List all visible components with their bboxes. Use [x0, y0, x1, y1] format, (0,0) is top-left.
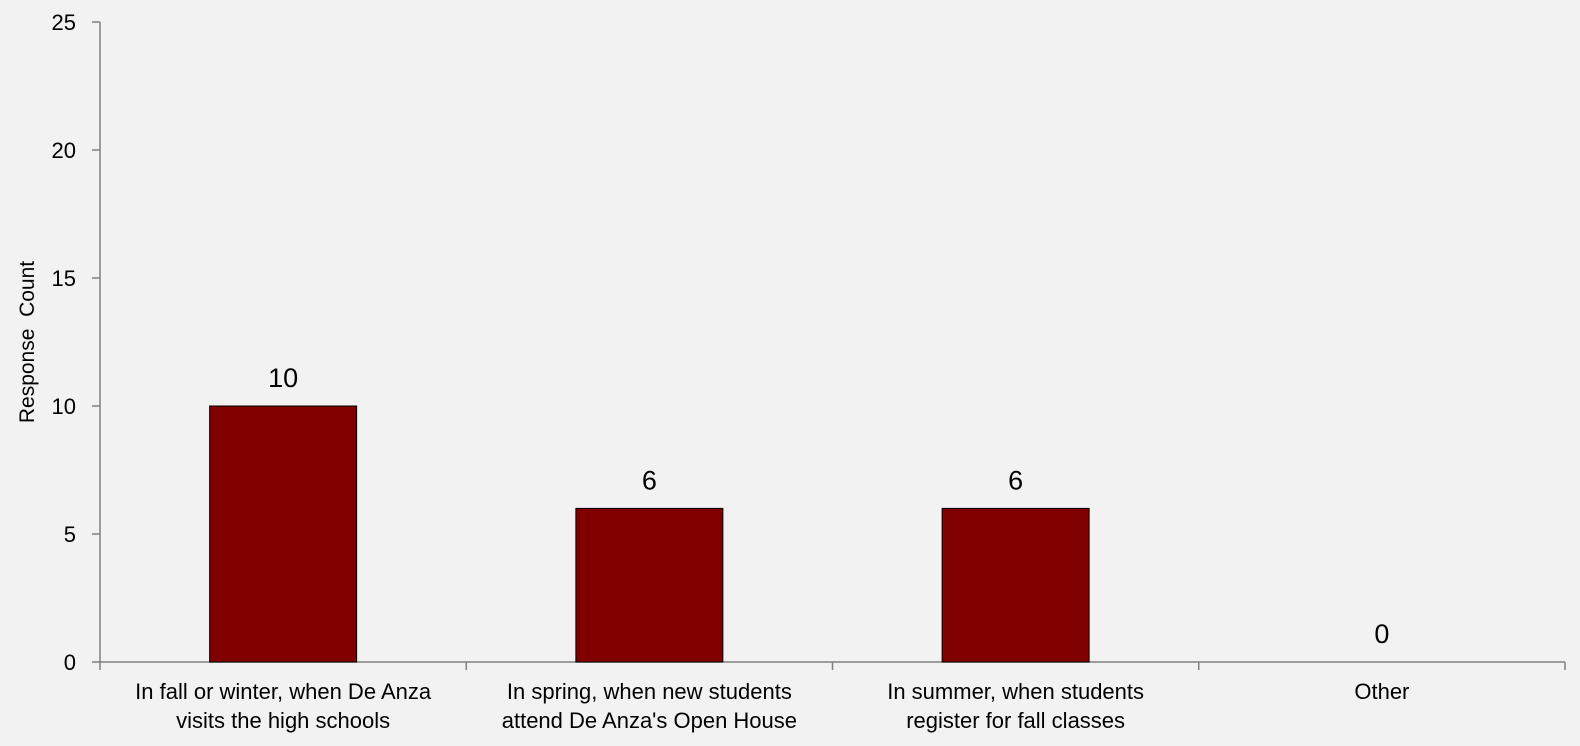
x-category-label: Other [1354, 679, 1409, 704]
y-tick-label: 25 [52, 10, 76, 35]
x-category-label: In fall or winter, when De Anza visits th… [135, 679, 432, 733]
bar-value-label: 6 [1008, 465, 1023, 495]
y-axis: 0 5 10 15 20 25 [52, 10, 101, 675]
bar-value-label: 10 [268, 363, 298, 393]
y-tick-label: 5 [64, 522, 76, 547]
y-tick-label: 10 [52, 394, 76, 419]
bar [575, 507, 724, 663]
y-tick-label: 0 [64, 650, 76, 675]
bar [941, 507, 1090, 663]
x-category-label: In spring, when new students attend De An… [502, 679, 797, 733]
y-axis-title: Response Count [16, 261, 39, 423]
y-tick-label: 15 [52, 266, 76, 291]
y-tick-label: 20 [52, 138, 76, 163]
x-axis: In fall or winter, when De Anza visits th… [99, 661, 1566, 733]
bar-value-label: 6 [642, 465, 657, 495]
bar-value-label: 0 [1374, 619, 1389, 649]
data-labels: 10 6 6 0 [268, 363, 1389, 649]
bars [209, 405, 1090, 663]
x-category-label: In summer, when students register for fal… [887, 679, 1144, 733]
bar [209, 405, 358, 663]
